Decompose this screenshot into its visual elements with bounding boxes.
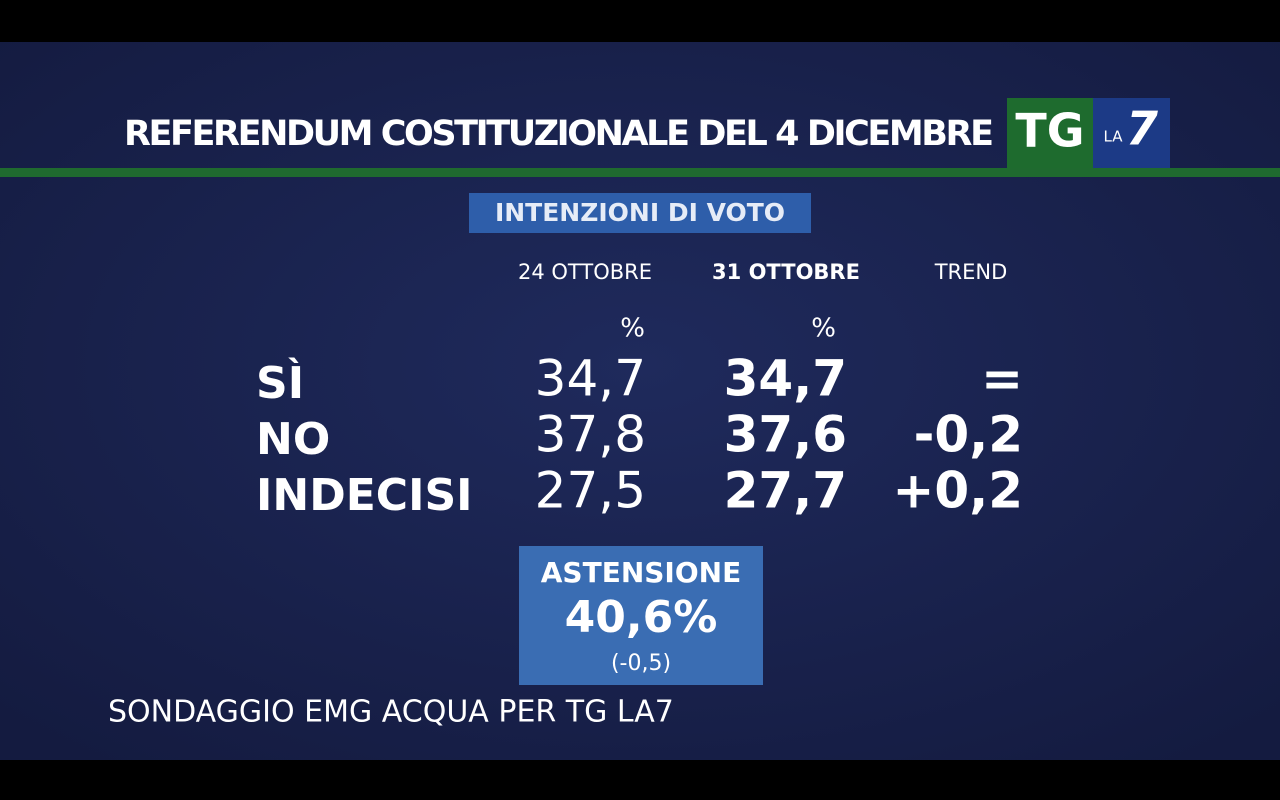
row-label: SÌ — [256, 356, 304, 409]
value-24-ottobre: 34,7 — [535, 350, 646, 408]
green-rule — [0, 168, 1280, 177]
subtitle: INTENZIONI DI VOTO — [495, 198, 785, 227]
column-header: 31 OTTOBRE — [712, 260, 860, 284]
logo-7: 7 — [1126, 102, 1158, 156]
trend: -0,2 — [914, 406, 1023, 464]
logo-blue — [1093, 98, 1170, 168]
unit: % — [811, 314, 836, 344]
column-header: 24 OTTOBRE — [518, 260, 652, 284]
astensione-change: (-0,5) — [611, 651, 671, 676]
footer: SONDAGGIO EMG ACQUA PER TG LA7 — [108, 695, 674, 730]
logo-green — [1007, 98, 1093, 168]
value-31-ottobre: 34,7 — [724, 350, 847, 408]
value-24-ottobre: 27,5 — [535, 462, 646, 520]
subtitle-box — [469, 193, 811, 233]
astensione-box — [519, 546, 763, 685]
table-body: SÌ 34,7 34,7 = NO 37,8 37,6 -0,2 INDECISI 27,5 27,… — [256, 350, 1023, 522]
title: REFERENDUM COSTITUZIONALE DEL 4 DICEMBRE — [124, 114, 994, 154]
astensione-label: ASTENSIONE — [541, 556, 741, 589]
row-label: NO — [256, 414, 330, 465]
column-header: TREND — [934, 260, 1008, 284]
logo-la: LA — [1104, 128, 1124, 146]
row-label: INDECISI — [256, 470, 473, 521]
value-31-ottobre: 27,7 — [724, 462, 847, 520]
astensione-value: 40,6% — [565, 592, 718, 643]
logo-tg: TG — [1015, 104, 1084, 158]
trend: = — [981, 350, 1023, 408]
value-24-ottobre: 37,8 — [535, 406, 646, 464]
trend: +0,2 — [893, 462, 1023, 520]
value-31-ottobre: 37,6 — [724, 406, 847, 464]
unit: % — [620, 314, 645, 344]
